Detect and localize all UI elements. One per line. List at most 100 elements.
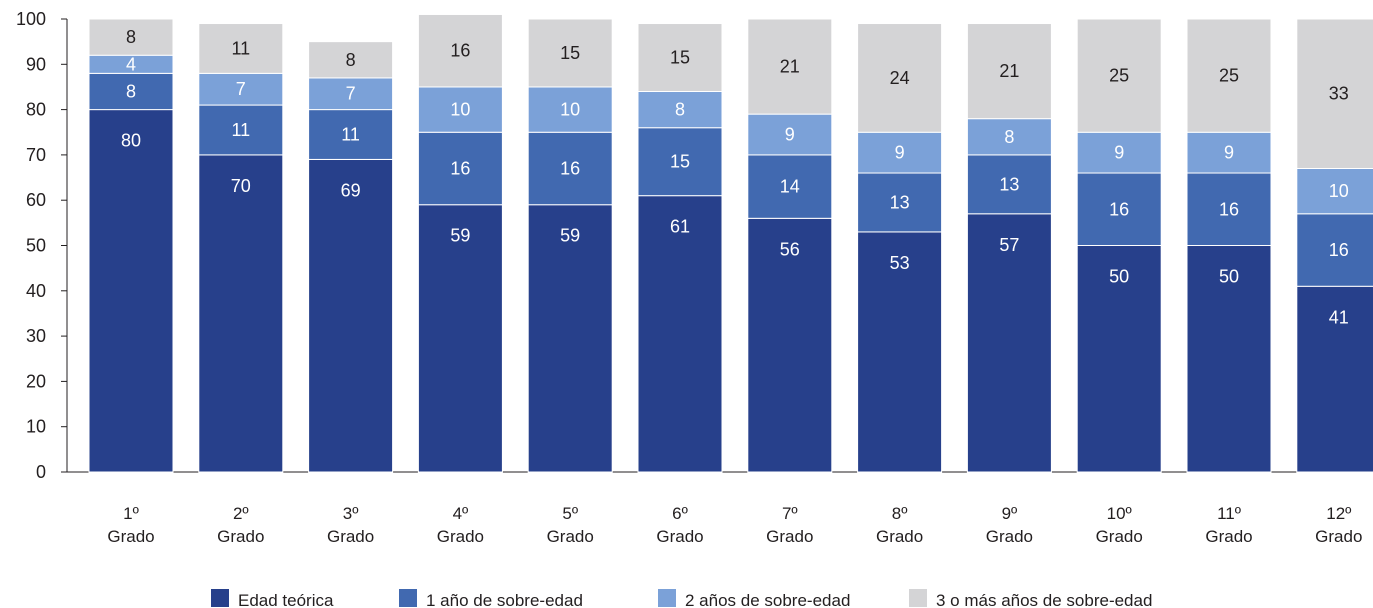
data-label: 15 xyxy=(670,48,690,68)
x-tick-sublabel: Grado xyxy=(437,527,484,546)
bar-segment xyxy=(1076,131,1162,174)
data-label: 61 xyxy=(670,217,690,237)
y-tick-label: 80 xyxy=(26,100,46,120)
data-label: 50 xyxy=(1109,267,1129,287)
y-tick-label: 60 xyxy=(26,190,46,210)
x-tick-label: 7º xyxy=(782,504,798,523)
data-label: 41 xyxy=(1329,307,1349,327)
data-label: 59 xyxy=(560,226,580,246)
data-label: 15 xyxy=(670,152,690,172)
y-tick-label: 50 xyxy=(26,236,46,256)
x-tick-sublabel: Grado xyxy=(876,527,923,546)
data-label: 21 xyxy=(780,57,800,77)
x-tick-sublabel: Grado xyxy=(1315,527,1362,546)
data-label: 14 xyxy=(780,177,800,197)
x-tick-label: 9º xyxy=(1002,504,1018,523)
data-label: 9 xyxy=(785,125,795,145)
x-tick-label: 3º xyxy=(343,504,359,523)
y-tick-label: 40 xyxy=(26,281,46,301)
x-tick-label: 1º xyxy=(123,504,139,523)
bar-segment xyxy=(966,154,1052,215)
legend-swatch xyxy=(211,589,229,607)
bar-segment xyxy=(527,131,613,206)
data-label: 50 xyxy=(1219,267,1239,287)
data-label: 24 xyxy=(890,68,910,88)
data-label: 11 xyxy=(231,120,250,140)
bar-segment xyxy=(637,23,723,92)
legend-swatch xyxy=(658,589,676,607)
x-tick-sublabel: Grado xyxy=(766,527,813,546)
bar-segment xyxy=(857,23,943,133)
legend-swatch xyxy=(399,589,417,607)
data-label: 21 xyxy=(999,61,1019,81)
data-label: 16 xyxy=(450,158,470,178)
data-label: 57 xyxy=(999,235,1019,255)
bar-segment xyxy=(857,131,943,174)
data-label: 15 xyxy=(560,43,580,63)
y-tick-label: 30 xyxy=(26,326,46,346)
bar-segment xyxy=(308,158,394,473)
bar-segment xyxy=(637,195,723,473)
bar-segment xyxy=(417,131,503,206)
data-label: 11 xyxy=(231,38,250,58)
bar-segment xyxy=(308,41,394,79)
bar-segment xyxy=(198,104,284,156)
y-tick-label: 70 xyxy=(26,145,46,165)
bar-segment xyxy=(198,23,284,74)
data-label: 16 xyxy=(560,158,580,178)
x-tick-sublabel: Grado xyxy=(547,527,594,546)
x-tick-label: 4º xyxy=(453,504,469,523)
bar-segment xyxy=(88,72,174,111)
bar-segment xyxy=(1076,18,1162,133)
data-label: 8 xyxy=(1004,127,1014,147)
x-tick-label: 6º xyxy=(672,504,688,523)
data-label: 7 xyxy=(346,84,356,104)
bar-segment xyxy=(966,118,1052,156)
data-label: 69 xyxy=(341,180,361,200)
bar-segment xyxy=(198,154,284,473)
data-label: 53 xyxy=(890,253,910,273)
bar-segment xyxy=(1296,213,1373,287)
bar-segment xyxy=(198,72,284,106)
data-label: 16 xyxy=(1329,240,1349,260)
bar-segment xyxy=(527,18,613,88)
data-label: 70 xyxy=(231,176,251,196)
data-label: 16 xyxy=(450,41,470,61)
bar-segment xyxy=(747,154,833,219)
bar-segment xyxy=(1186,172,1272,247)
bar-segment xyxy=(637,127,723,197)
x-tick-label: 2º xyxy=(233,504,249,523)
bar-segment xyxy=(417,86,503,133)
data-label: 8 xyxy=(126,27,136,47)
data-label: 33 xyxy=(1329,84,1349,104)
bar-segment xyxy=(747,217,833,473)
x-tick-sublabel: Grado xyxy=(327,527,374,546)
data-label: 9 xyxy=(1224,143,1234,163)
legend-label: 1 año de sobre-edad xyxy=(426,591,583,608)
legend-label: 3 o más años de sobre-edad xyxy=(936,591,1152,608)
y-tick-label: 20 xyxy=(26,371,46,391)
y-tick-label: 100 xyxy=(16,9,46,29)
legend-label: 2 años de sobre-edad xyxy=(685,591,850,608)
y-tick-label: 90 xyxy=(26,54,46,74)
bar-segment xyxy=(1076,245,1162,473)
bar-segment xyxy=(966,213,1052,473)
data-label: 7 xyxy=(236,79,246,99)
data-label: 10 xyxy=(450,100,470,120)
x-tick-label: 5º xyxy=(562,504,578,523)
data-label: 25 xyxy=(1219,66,1239,86)
bar-segment xyxy=(857,172,943,233)
bar-segment xyxy=(1186,245,1272,473)
data-label: 10 xyxy=(1329,181,1349,201)
data-label: 10 xyxy=(560,100,580,120)
x-tick-sublabel: Grado xyxy=(1096,527,1143,546)
x-tick-label: 10º xyxy=(1107,504,1132,523)
x-tick-label: 12º xyxy=(1326,504,1351,523)
bar-segment xyxy=(417,204,503,473)
x-tick-label: 8º xyxy=(892,504,908,523)
legend-label: Edad teórica xyxy=(238,591,334,608)
data-label: 56 xyxy=(780,239,800,259)
data-label: 16 xyxy=(1109,199,1129,219)
